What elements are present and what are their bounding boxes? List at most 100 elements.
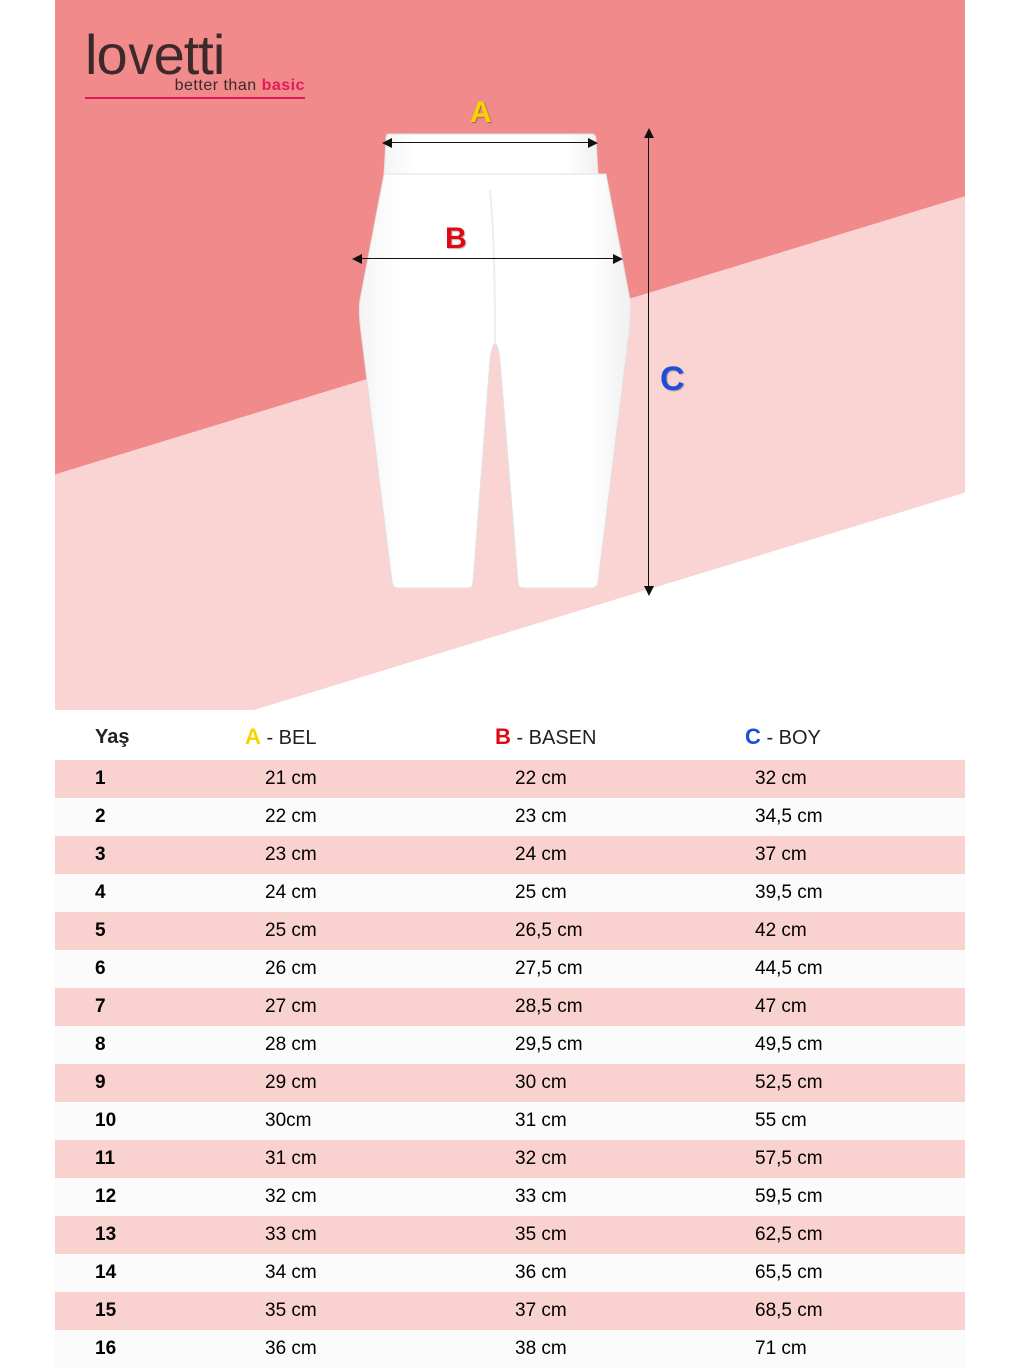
cell-a: 29 cm [215,1064,455,1102]
cell-c: 39,5 cm [715,874,965,912]
dimension-b-label: B [445,222,467,256]
cell-c: 65,5 cm [715,1254,965,1292]
cell-a: 24 cm [215,874,455,912]
cell-a: 36 cm [215,1330,455,1368]
table-row: 1333 cm35 cm62,5 cm [55,1216,965,1254]
cell-b: 32 cm [455,1140,715,1178]
cell-age: 5 [55,912,215,950]
cell-age: 3 [55,836,215,874]
cell-b: 25 cm [455,874,715,912]
cell-age: 9 [55,1064,215,1102]
table-row: 424 cm25 cm39,5 cm [55,874,965,912]
product-diagram: A B C [330,130,690,630]
table-row: 222 cm23 cm34,5 cm [55,798,965,836]
cell-b: 24 cm [455,836,715,874]
dimension-b-line [360,258,615,259]
dimension-c-arrow-up-icon [644,128,654,138]
cell-age: 4 [55,874,215,912]
header-c: C - BOY [715,710,965,760]
table-row: 323 cm24 cm37 cm [55,836,965,874]
pants-icon [340,130,650,600]
cell-b: 35 cm [455,1216,715,1254]
table-row: 1030cm31 cm55 cm [55,1102,965,1140]
table-row: 1434 cm36 cm65,5 cm [55,1254,965,1292]
dimension-a-label: A [470,96,492,130]
cell-a: 23 cm [215,836,455,874]
cell-a: 31 cm [215,1140,455,1178]
dimension-a-arrow-right-icon [588,138,598,148]
table-row: 1636 cm38 cm71 cm [55,1330,965,1368]
cell-a: 26 cm [215,950,455,988]
cell-c: 49,5 cm [715,1026,965,1064]
cell-c: 62,5 cm [715,1216,965,1254]
cell-b: 37 cm [455,1292,715,1330]
cell-b: 31 cm [455,1102,715,1140]
cell-age: 14 [55,1254,215,1292]
cell-b: 38 cm [455,1330,715,1368]
cell-c: 44,5 cm [715,950,965,988]
cell-age: 7 [55,988,215,1026]
tagline-accent: basic [262,77,305,94]
cell-age: 2 [55,798,215,836]
header-b: B - BASEN [455,710,715,760]
dimension-c-label: C [660,360,685,399]
cell-age: 1 [55,760,215,798]
cell-a: 33 cm [215,1216,455,1254]
cell-c: 68,5 cm [715,1292,965,1330]
cell-a: 32 cm [215,1178,455,1216]
table-row: 1535 cm37 cm68,5 cm [55,1292,965,1330]
header-age: Yaş [55,710,215,760]
cell-b: 36 cm [455,1254,715,1292]
dimension-a-arrow-left-icon [382,138,392,148]
cell-age: 6 [55,950,215,988]
cell-a: 28 cm [215,1026,455,1064]
cell-age: 15 [55,1292,215,1330]
cell-b: 27,5 cm [455,950,715,988]
header-a: A - BEL [215,710,455,760]
cell-c: 42 cm [715,912,965,950]
size-table-body: 121 cm22 cm32 cm222 cm23 cm34,5 cm323 cm… [55,760,965,1368]
cell-age: 8 [55,1026,215,1064]
cell-b: 26,5 cm [455,912,715,950]
cell-a: 30cm [215,1102,455,1140]
table-row: 828 cm29,5 cm49,5 cm [55,1026,965,1064]
dimension-c-arrow-down-icon [644,586,654,596]
cell-b: 28,5 cm [455,988,715,1026]
table-row: 1131 cm32 cm57,5 cm [55,1140,965,1178]
cell-c: 52,5 cm [715,1064,965,1102]
dimension-b-arrow-left-icon [352,254,362,264]
table-row: 525 cm26,5 cm42 cm [55,912,965,950]
dimension-a-line [390,142,590,143]
table-row: 929 cm30 cm52,5 cm [55,1064,965,1102]
cell-age: 12 [55,1178,215,1216]
cell-a: 22 cm [215,798,455,836]
cell-c: 55 cm [715,1102,965,1140]
cell-c: 71 cm [715,1330,965,1368]
cell-b: 30 cm [455,1064,715,1102]
cell-age: 16 [55,1330,215,1368]
cell-a: 25 cm [215,912,455,950]
cell-c: 57,5 cm [715,1140,965,1178]
cell-a: 21 cm [215,760,455,798]
dimension-c-line [648,136,649,588]
size-table-header: Yaş A - BEL B - BASEN C - BOY [55,710,965,760]
cell-c: 32 cm [715,760,965,798]
hero-section: lovetti better than basic A B C [55,0,965,710]
size-table: Yaş A - BEL B - BASEN C - BOY 121 cm22 c… [55,710,965,1368]
cell-b: 29,5 cm [455,1026,715,1064]
cell-c: 37 cm [715,836,965,874]
cell-c: 34,5 cm [715,798,965,836]
brand-logo: lovetti better than basic [85,22,305,99]
cell-age: 13 [55,1216,215,1254]
cell-a: 34 cm [215,1254,455,1292]
cell-c: 47 cm [715,988,965,1026]
cell-age: 10 [55,1102,215,1140]
table-row: 121 cm22 cm32 cm [55,760,965,798]
dimension-b-arrow-right-icon [613,254,623,264]
brand-underline [85,97,305,99]
cell-c: 59,5 cm [715,1178,965,1216]
cell-b: 23 cm [455,798,715,836]
table-row: 727 cm28,5 cm47 cm [55,988,965,1026]
cell-b: 22 cm [455,760,715,798]
cell-a: 27 cm [215,988,455,1026]
